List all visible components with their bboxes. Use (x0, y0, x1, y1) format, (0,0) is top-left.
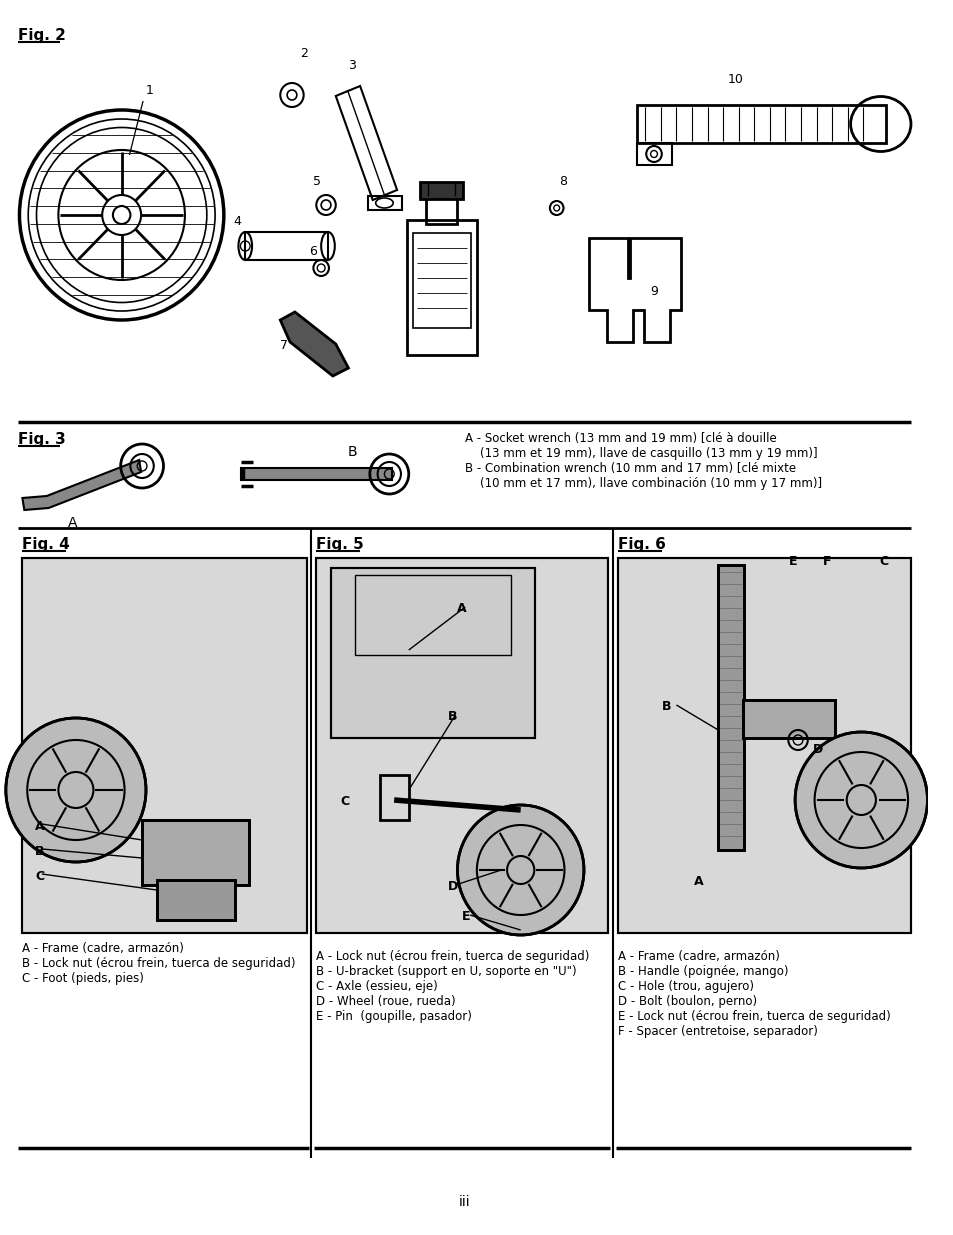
Bar (420, 182, 463, 199)
Bar (741, 700, 834, 739)
Text: 7: 7 (280, 338, 288, 352)
Polygon shape (280, 312, 348, 375)
Bar (426, 196, 456, 224)
Bar (637, 105, 884, 143)
Polygon shape (22, 459, 141, 510)
Text: 6: 6 (309, 245, 317, 258)
Bar (406, 220, 476, 354)
Text: Fig. 3: Fig. 3 (17, 432, 65, 447)
Text: A: A (69, 516, 77, 530)
Text: B: B (347, 445, 356, 459)
Text: Fig. 2: Fig. 2 (17, 28, 66, 43)
Bar (241, 468, 392, 480)
Text: 2: 2 (299, 47, 307, 61)
Bar (741, 700, 834, 739)
Text: C: C (879, 555, 887, 568)
Bar (331, 568, 535, 739)
Bar (413, 233, 471, 329)
Bar (331, 568, 535, 739)
Bar (142, 820, 249, 885)
Text: B: B (35, 845, 45, 858)
Text: B: B (447, 710, 456, 722)
Text: Fig. 4: Fig. 4 (22, 537, 71, 552)
Text: 10: 10 (727, 73, 743, 86)
Text: A: A (456, 601, 467, 615)
Bar (22, 558, 306, 932)
Bar (379, 776, 408, 820)
Text: 3: 3 (348, 59, 355, 72)
Text: A: A (35, 820, 45, 832)
Bar (316, 558, 608, 932)
Text: 5: 5 (313, 175, 321, 188)
Text: A - Lock nut (écrou frein, tuerca de seguridad)
B - U-bracket (support en U, sop: A - Lock nut (écrou frein, tuerca de seg… (316, 950, 589, 1023)
Bar (316, 558, 608, 932)
Text: 8: 8 (559, 175, 567, 188)
Circle shape (6, 718, 146, 862)
Text: Fig. 5: Fig. 5 (316, 537, 364, 552)
Text: E: E (462, 910, 470, 923)
Text: A: A (693, 876, 703, 888)
Bar (355, 576, 511, 655)
Text: E: E (788, 555, 797, 568)
Text: D: D (812, 743, 822, 756)
Text: Fig. 6: Fig. 6 (618, 537, 665, 552)
Circle shape (456, 805, 583, 935)
Text: 4: 4 (233, 215, 241, 228)
Text: A - Frame (cadre, armazón)
B - Lock nut (écrou frein, tuerca de seguridad)
C - F: A - Frame (cadre, armazón) B - Lock nut … (22, 942, 295, 986)
Bar (718, 564, 742, 850)
Text: C: C (340, 795, 350, 808)
Text: A - Frame (cadre, armazón)
B - Handle (poignée, mango)
C - Hole (trou, agujero)
: A - Frame (cadre, armazón) B - Handle (p… (618, 950, 890, 1037)
Bar (156, 881, 234, 920)
Bar (142, 820, 249, 885)
Bar (156, 881, 234, 920)
Text: 1: 1 (146, 84, 153, 98)
Text: D: D (447, 881, 457, 893)
Bar (245, 232, 328, 261)
Text: 9: 9 (649, 285, 658, 298)
Bar (618, 558, 910, 932)
Bar (718, 564, 742, 850)
Text: A - Socket wrench (13 mm and 19 mm) [clé à douille
    (13 mm et 19 mm), llave d: A - Socket wrench (13 mm and 19 mm) [clé… (465, 432, 817, 459)
Text: iii: iii (458, 1195, 470, 1209)
Circle shape (794, 732, 926, 868)
Bar (618, 558, 910, 932)
Text: B - Combination wrench (10 mm and 17 mm) [clé mixte
    (10 mm et 17 mm), llave : B - Combination wrench (10 mm and 17 mm)… (465, 462, 821, 490)
Text: C: C (35, 869, 44, 883)
Bar (22, 558, 306, 932)
Text: B: B (661, 700, 671, 713)
Bar (637, 143, 671, 165)
Text: F: F (822, 555, 831, 568)
